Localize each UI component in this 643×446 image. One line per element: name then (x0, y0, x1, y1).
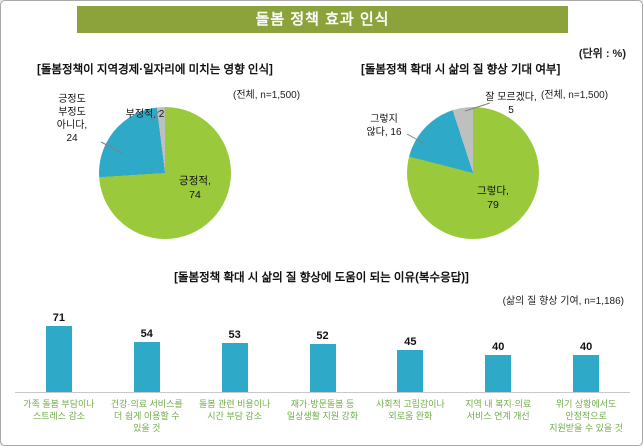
bar-category-label: 건강·의료 서비스를 더 쉽게 이용할 수 있을 것 (110, 399, 183, 434)
bar-category-label: 재가·방문돌봄 등 일상생활 지원 강화 (286, 399, 359, 422)
bar-column: 71 (15, 307, 103, 392)
bar-category-label: 가족 돌봄 부담이나 스트레스 감소 (23, 399, 95, 422)
bar-value-label: 53 (228, 329, 241, 341)
bar (221, 343, 248, 392)
pie-chart-impact (99, 107, 231, 239)
pie-label-neutral: 긍정도 부정도 아니다, 24 (56, 94, 88, 144)
bar-value-label: 40 (579, 341, 593, 353)
bar-value-label: 71 (52, 312, 66, 324)
bar (309, 344, 336, 392)
left-pie-sample-size: (전체, n=1,500) (233, 90, 301, 101)
bar-chart-sample-size: (삶의 질 향상 기여, n=1,186) (502, 296, 624, 307)
title-banner: 돌봄 정책 효과 인식 (77, 6, 568, 33)
bar-chart-title: [돌봄정책 확대 시 삶의 질 향상에 도움이 되는 이유(복수응답)] (174, 272, 469, 284)
bar-category-label: 돌봄 관련 비용이나 시간 부담 감소 (199, 399, 271, 422)
right-pie-title: [돌봄정책 확대 시 삶의 질 향상 기대 여부] (361, 64, 561, 76)
pie-label-yes: 그렇다, 79 (477, 185, 509, 211)
right-pie-sample-size: (전체, n=1,500) (541, 90, 609, 101)
bar-column: 53 (191, 307, 279, 392)
bar-category-label: 사회적 고립감이나 외로움 완화 (375, 399, 445, 422)
bar (485, 355, 512, 392)
pie-label-positive: 긍정적, 74 (179, 175, 211, 201)
bar (133, 342, 160, 392)
bar-column: 40 (454, 307, 542, 392)
bar-category-label: 위기 상황에서도 안정적으로 지원받을 수 있을 것 (549, 399, 623, 434)
bar-category-label: 지역 내 복지·의료 서비스 연계 개선 (465, 399, 532, 422)
bar-chart-bars: 71 54 53 52 45 40 40 (15, 307, 630, 393)
bar-value-label: 52 (316, 330, 329, 342)
pie-label-no: 그렇지 않다, 16 (366, 114, 402, 138)
bar-value-label: 54 (140, 328, 153, 340)
bar-column: 45 (366, 307, 454, 392)
bar-column: 40 (542, 307, 630, 392)
page-title: 돌봄 정책 효과 인식 (255, 11, 390, 28)
bar-value-label: 45 (404, 336, 417, 348)
bar-column: 52 (279, 307, 367, 392)
bar (45, 326, 72, 392)
left-pie-title: [돌봄정책이 지역경제·일자리에 미치는 영향 인식] (37, 64, 273, 76)
bar-column: 54 (103, 307, 191, 392)
unit-label: (단위 : %) (578, 48, 626, 60)
bar-value-label: 40 (492, 341, 505, 353)
pie-label-negative: 부정적, 2 (125, 109, 165, 120)
bar (573, 355, 600, 392)
pie-label-dont-know: 잘 모르겠다, 5 (485, 92, 537, 116)
bar (397, 350, 424, 392)
bar-chart-labels: 가족 돌봄 부담이나 스트레스 감소 건강·의료 서비스를 더 쉽게 이용할 수 … (15, 398, 630, 434)
pie-chart-expectation (407, 107, 539, 239)
